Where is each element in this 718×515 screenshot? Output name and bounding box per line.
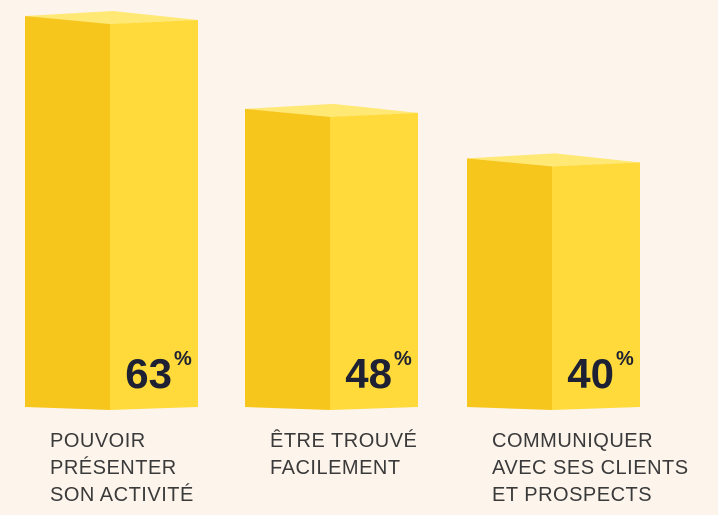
value-unit: %	[174, 348, 192, 370]
category-label: POUVOIR	[50, 430, 146, 452]
category-label: ET PROSPECTS	[492, 484, 652, 506]
value-label: 40	[567, 350, 614, 397]
value-label: 48	[345, 350, 392, 397]
bar-top	[467, 153, 640, 167]
bar-front	[467, 158, 552, 410]
bar-top	[245, 103, 418, 117]
bar-side	[330, 112, 418, 410]
bar	[467, 153, 640, 410]
bar-top	[25, 11, 198, 24]
category-label: COMMUNIQUER	[492, 430, 653, 452]
category-label: AVEC SES CLIENTS	[492, 457, 689, 479]
bar-front	[245, 108, 330, 410]
value-label: 63	[125, 350, 172, 397]
bar	[25, 11, 198, 410]
bar-side	[552, 162, 640, 410]
bar	[245, 103, 418, 410]
category-label: FACILEMENT	[270, 457, 401, 479]
bar-side	[110, 20, 198, 410]
value-unit: %	[394, 348, 412, 370]
bar-front	[25, 16, 110, 410]
value-unit: %	[616, 348, 634, 370]
category-label: SON ACTIVITÉ	[50, 483, 194, 506]
category-label: PRÉSENTER	[50, 456, 177, 479]
category-label: ÊTRE TROUVÉ	[270, 429, 417, 452]
